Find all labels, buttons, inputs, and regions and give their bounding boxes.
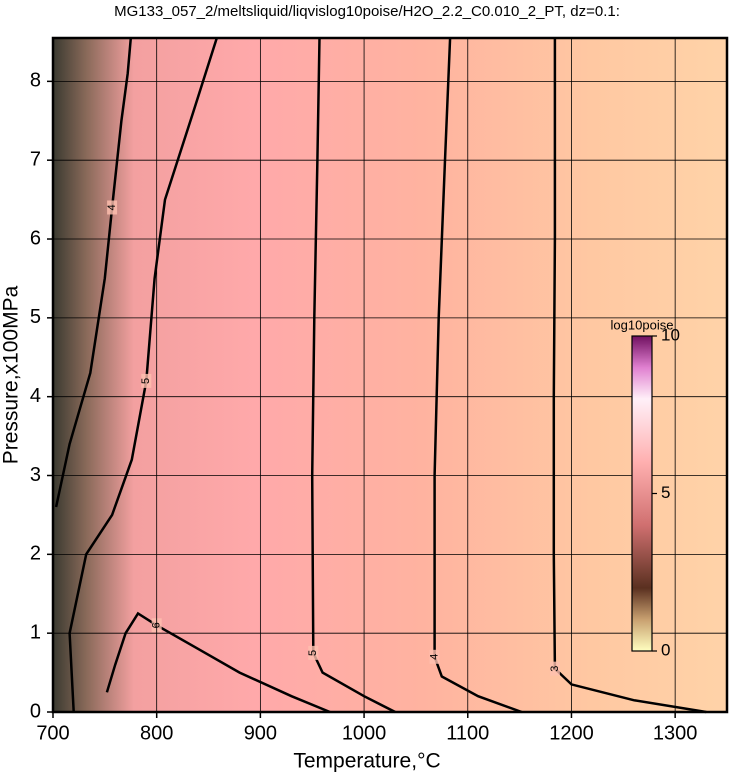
contour-label: 4 — [428, 654, 440, 660]
contour-label-bg — [141, 373, 152, 388]
x-axis-label: Temperature,°C — [293, 750, 440, 773]
y-tick-label: 5 — [30, 306, 41, 328]
y-tick-label: 8 — [30, 70, 41, 92]
plot-layer: 3455467008009001000110012001300012345678… — [30, 37, 727, 744]
y-tick-label: 2 — [30, 543, 41, 565]
colorbar-tick-label: 5 — [661, 483, 670, 502]
colorbar-label: log10poise — [611, 317, 674, 332]
contour-label: 4 — [106, 204, 118, 210]
contour-line — [552, 38, 707, 714]
y-tick-label: 6 — [30, 227, 41, 249]
y-tick-label: 4 — [30, 385, 41, 407]
contour-label: 5 — [307, 650, 319, 656]
x-tick-label: 1200 — [549, 722, 594, 744]
contour-label: 3 — [549, 666, 561, 672]
contour-label-bg — [107, 200, 118, 215]
colorbar — [631, 335, 653, 652]
y-axis-label: Pressure,x100MPa — [0, 285, 23, 464]
y-tick-label: 3 — [30, 464, 41, 486]
y-tick-label: 0 — [30, 700, 41, 722]
y-tick-label: 1 — [30, 621, 41, 643]
plot-background — [53, 38, 727, 712]
contour-label-bg — [549, 661, 560, 676]
contour-label-bg — [308, 645, 319, 660]
contour-line — [433, 37, 523, 714]
x-tick-label: 700 — [36, 722, 69, 744]
x-tick-label: 800 — [140, 722, 173, 744]
plot-frame — [51, 36, 729, 714]
colorbar-tick-label: 10 — [661, 325, 680, 344]
contour-line — [310, 37, 396, 714]
x-tick-label: 1000 — [342, 722, 387, 744]
colorbar-tick-label: 0 — [661, 640, 670, 659]
x-tick-label: 1300 — [653, 722, 698, 744]
y-tick-label: 7 — [30, 148, 41, 170]
contour-label-bg — [429, 649, 440, 664]
x-tick-label: 1100 — [446, 722, 489, 744]
chart-title: MG133_057_2/meltsliquid/liqvislog10poise… — [114, 3, 620, 20]
x-tick-label: 900 — [244, 722, 277, 744]
contour-label: 5 — [140, 378, 152, 384]
contour-line — [68, 37, 218, 713]
